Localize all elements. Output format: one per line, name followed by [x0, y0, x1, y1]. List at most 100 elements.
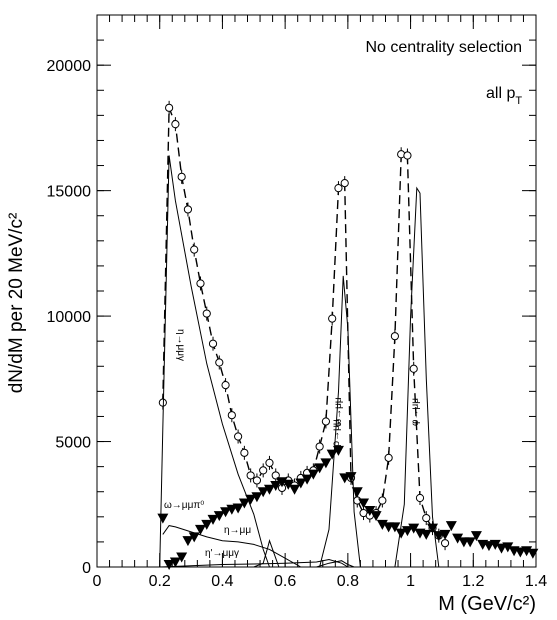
component-curve	[162, 525, 302, 568]
total-data-point	[165, 103, 174, 112]
excess-data-point	[194, 524, 206, 535]
excess-data-point	[376, 519, 388, 530]
label-phi: φ→μμ	[410, 398, 421, 426]
excess-data-point	[408, 523, 420, 534]
x-tick-label: 0.4	[211, 573, 233, 590]
excess-data-point	[339, 473, 351, 484]
x-axis-label: M (GeV/c²)	[438, 593, 536, 615]
excess-data-point	[169, 557, 181, 568]
excess-data-point	[439, 529, 451, 540]
total-data-point	[215, 358, 224, 367]
excess-data-point	[332, 445, 344, 456]
excess-data-point	[257, 487, 269, 498]
total-data-point	[321, 417, 331, 426]
excess-data-point	[445, 521, 457, 532]
excess-data-point	[401, 526, 413, 537]
total-data-point	[227, 411, 236, 420]
label-omega: ω→μμ	[333, 397, 344, 427]
x-tick-label: 1.2	[462, 573, 484, 590]
excess-data-point	[521, 546, 533, 557]
total-data-point	[265, 458, 274, 467]
total-data-point	[340, 179, 349, 188]
excess-data-point	[527, 548, 539, 559]
total-data-point	[240, 448, 249, 457]
x-tick-label: 1	[406, 573, 415, 590]
total-data-point	[259, 466, 268, 475]
excess-data-point	[213, 511, 225, 522]
y-tick-label: 20000	[47, 58, 92, 75]
total-data-point	[384, 453, 393, 462]
component-curve	[159, 155, 270, 568]
excess-data-point	[289, 484, 301, 495]
excess-data-point	[301, 474, 313, 485]
excess-data-point	[345, 472, 357, 483]
y-tick-label: 5000	[55, 435, 91, 452]
excess-data-point	[157, 513, 169, 524]
x-tick-label: 0.6	[274, 573, 296, 590]
y-tick-label: 10000	[47, 309, 92, 326]
total-data-point	[234, 432, 243, 441]
x-tick-label: 1.4	[525, 573, 547, 590]
excess-data-point	[470, 531, 482, 542]
excess-data-point	[207, 514, 219, 525]
excess-data-point	[389, 522, 401, 533]
excess-data-point	[452, 533, 464, 544]
total-data-point	[409, 364, 418, 373]
plot-area	[96, 14, 539, 570]
excess-data-point	[282, 479, 294, 490]
annotation-all-pt-main: all p	[486, 85, 515, 102]
excess-data-point	[420, 529, 432, 540]
label-eta-prime: η'→μμγ	[205, 548, 239, 559]
label-omega-dalitz: ω→μμπ⁰	[164, 500, 204, 511]
component-curve	[394, 186, 440, 568]
excess-data-point	[307, 469, 319, 480]
total-data-point	[171, 120, 180, 129]
plot-frame	[96, 14, 537, 568]
annotation-centrality: No centrality selection	[365, 39, 522, 56]
excess-data-point	[514, 547, 526, 558]
excess-data-point	[263, 484, 275, 495]
total-data-point	[252, 476, 262, 485]
excess-data-point	[182, 536, 194, 547]
excess-data-point	[251, 492, 263, 503]
total-data-point	[378, 496, 387, 505]
x-axis: 0 0.2 0.4 0.6 0.8 1 1.2 1.4	[93, 15, 547, 590]
excess-data-point	[220, 507, 232, 518]
excess-data-point	[364, 506, 376, 517]
excess-data-point	[433, 531, 445, 542]
excess-data-point	[326, 449, 338, 460]
total-data-point	[403, 151, 412, 160]
excess-data-point	[188, 532, 200, 543]
excess-data-point	[496, 543, 508, 554]
total-data-point	[208, 339, 218, 348]
y-axis-label: dN/dM per 20 MeV/c²	[6, 213, 27, 394]
excess-data-point	[395, 528, 407, 539]
excess-data-point	[232, 503, 244, 514]
component-curve	[319, 275, 361, 568]
annotation-all-pt-subscript: T	[515, 95, 522, 107]
total-data-point	[177, 172, 186, 181]
excess-data-point	[502, 542, 514, 553]
excess-data-point	[320, 458, 332, 469]
label-eta-dalitz: η→μμγ	[175, 329, 186, 361]
total-data-point	[221, 380, 230, 390]
x-tick-label: 0.8	[337, 573, 359, 590]
excess-data-point	[427, 523, 439, 534]
excess-data-point	[276, 477, 288, 488]
excess-data-point	[464, 537, 476, 548]
total-data-point	[415, 493, 425, 503]
label-rho: ρ→μμ	[331, 419, 342, 446]
excess-data-point	[238, 498, 250, 509]
excess-data-point	[483, 541, 495, 552]
total-data-point	[422, 513, 431, 523]
total-data-point	[334, 184, 343, 193]
annotation-all-pt: all pT	[486, 85, 522, 107]
excess-data-point	[314, 463, 326, 474]
excess-data-point	[351, 487, 363, 498]
total-data-point	[190, 245, 199, 254]
component-curve	[316, 560, 355, 568]
total-data-point	[246, 471, 255, 480]
total-data-point	[183, 205, 193, 214]
excess-data-point	[226, 504, 238, 515]
